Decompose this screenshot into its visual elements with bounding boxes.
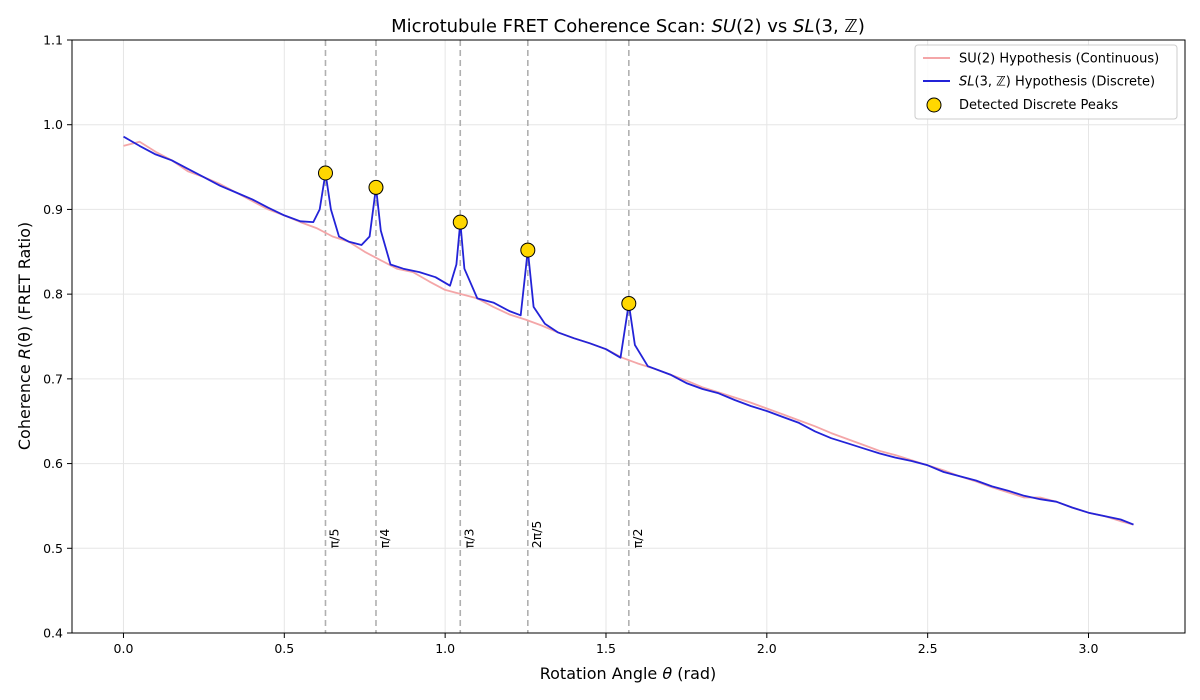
chart-title: Microtubule FRET Coherence Scan: SU(2) v… bbox=[391, 16, 865, 37]
y-tick-label-1: 0.5 bbox=[43, 541, 63, 556]
y-axis-label: Coherence R(θ) (FRET Ratio) bbox=[15, 222, 34, 450]
reference-line-label-2: π/3 bbox=[461, 529, 476, 549]
peak-marker-1 bbox=[368, 179, 384, 195]
y-tick-label-6: 1.0 bbox=[43, 117, 63, 132]
reference-line-label-4: π/2 bbox=[630, 529, 645, 549]
x-tick-label-2: 1.0 bbox=[435, 641, 455, 656]
title-math-a-arg: (2) bbox=[736, 16, 762, 37]
series-sl3-line bbox=[123, 135, 1134, 526]
title-math-b: SL bbox=[793, 16, 814, 37]
y-tick-label-4: 0.8 bbox=[43, 287, 63, 302]
legend-peaks-label: Detected Discrete Peaks bbox=[959, 98, 1118, 113]
x-tick-label-3: 1.5 bbox=[596, 641, 616, 656]
peak-marker-2 bbox=[452, 214, 468, 230]
reference-lines: π/5 π/4 π/3 2π/5 π/2 bbox=[324, 40, 645, 633]
legend-peaks-swatch bbox=[926, 97, 942, 113]
x-tick-label-0: 0.0 bbox=[114, 641, 134, 656]
title-prefix: Microtubule FRET Coherence Scan: bbox=[391, 16, 711, 37]
legend-sl3-label: SL(3, ℤ) Hypothesis (Discrete) bbox=[959, 75, 1155, 90]
y-tick-label-3: 0.7 bbox=[43, 371, 63, 386]
legend-frame bbox=[914, 44, 1178, 120]
title-vs: vs bbox=[762, 16, 793, 37]
series-lines bbox=[123, 135, 1134, 526]
peak-marker-0 bbox=[317, 165, 333, 181]
y-tick-label-7: 1.1 bbox=[43, 33, 63, 48]
reference-line-label-0: π/5 bbox=[326, 529, 341, 549]
peak-marker-3 bbox=[520, 242, 536, 258]
y-axis-ticks: 0.4 0.5 0.6 0.7 0.8 0.9 1.0 1.1 bbox=[43, 33, 72, 641]
plot-frame bbox=[71, 39, 1186, 634]
plot-area: π/5 π/4 π/3 2π/5 π/2 0.0 0.5 1.0 1.5 2.0 2.5 3.0 0… bbox=[43, 33, 1186, 656]
y-tick-label-2: 0.6 bbox=[43, 456, 63, 471]
x-axis-ticks: 0.0 0.5 1.0 1.5 2.0 2.5 3.0 bbox=[114, 633, 1099, 656]
peak-markers bbox=[317, 165, 637, 311]
reference-line-label-3: 2π/5 bbox=[529, 521, 544, 549]
title-math-a: SU bbox=[711, 16, 736, 37]
y-tick-label-5: 0.9 bbox=[43, 202, 63, 217]
peak-marker-4 bbox=[621, 295, 637, 311]
y-tick-label-0: 0.4 bbox=[43, 626, 63, 641]
reference-line-label-1: π/4 bbox=[377, 529, 392, 549]
x-tick-label-5: 2.5 bbox=[918, 641, 938, 656]
x-tick-label-1: 0.5 bbox=[274, 641, 294, 656]
x-tick-label-6: 3.0 bbox=[1079, 641, 1099, 656]
x-tick-label-4: 2.0 bbox=[757, 641, 777, 656]
title-math-b-arg: (3, ℤ) bbox=[815, 16, 865, 37]
x-axis-label: Rotation Angle θ (rad) bbox=[540, 664, 717, 683]
legend: SU(2) Hypothesis (Continuous) SL(3, ℤ) H… bbox=[914, 44, 1178, 120]
legend-su2-label: SU(2) Hypothesis (Continuous) bbox=[959, 52, 1159, 67]
